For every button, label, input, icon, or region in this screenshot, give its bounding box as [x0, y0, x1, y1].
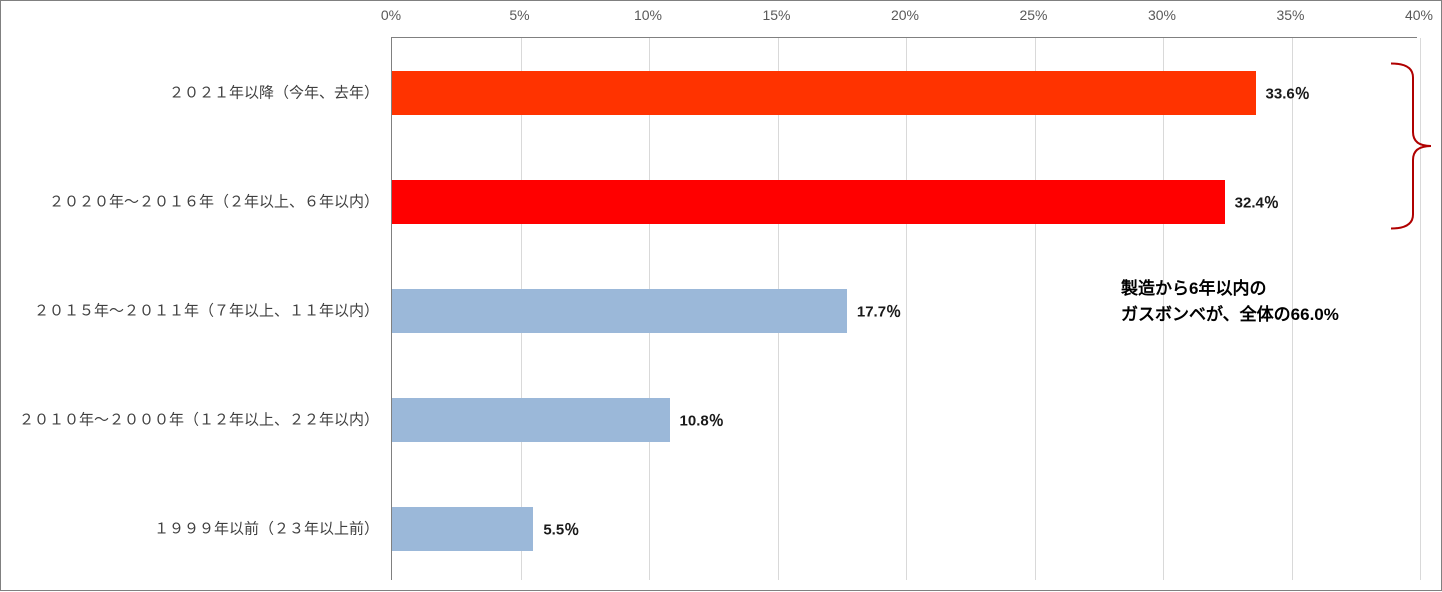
x-tick-label: 0%: [381, 7, 401, 23]
gridline: [906, 38, 907, 580]
chart-container: 0% 5% 10% 15% 20% 25% 30% 35% 40% ２０２１年以降（今年、去年）…: [0, 0, 1442, 591]
category-label: ２０２０年～２０１６年（２年以上、６年以内）: [49, 190, 379, 211]
bar: 32.4％: [392, 180, 1225, 224]
category-label: ２０１５年～２０１１年（７年以上、１１年以内）: [34, 299, 379, 320]
bar-value-label: 32.4％: [1235, 191, 1279, 212]
y-axis-labels: ２０２１年以降（今年、去年） ２０２０年～２０１６年（２年以上、６年以内） ２０１５…: [1, 37, 379, 580]
annotation-line-1: 製造から6年以内の: [1121, 276, 1339, 302]
x-tick-label: 25%: [1019, 7, 1047, 23]
gridline: [1420, 38, 1421, 580]
bar: 10.8％: [392, 398, 670, 442]
category-label: ２０２１年以降（今年、去年）: [169, 81, 379, 102]
gridline: [1035, 38, 1036, 580]
x-tick-label: 40%: [1405, 7, 1433, 23]
x-axis: 0%5%10%15%20%25%30%35%40%: [391, 7, 1417, 37]
x-tick-label: 15%: [762, 7, 790, 23]
x-tick-label: 30%: [1148, 7, 1176, 23]
bar-value-label: 5.5％: [543, 518, 579, 539]
x-tick-label: 20%: [891, 7, 919, 23]
bar-value-label: 33.6％: [1266, 82, 1310, 103]
annotation-line-2: ガスボンベが、全体の66.0%: [1121, 302, 1339, 328]
bar-value-label: 10.8％: [680, 409, 724, 430]
annotation-text: 製造から6年以内の ガスボンベが、全体の66.0%: [1121, 276, 1339, 327]
bar: 33.6％: [392, 71, 1256, 115]
x-tick-label: 10%: [634, 7, 662, 23]
bar: 5.5％: [392, 507, 533, 551]
bar-value-label: 17.7％: [857, 300, 901, 321]
x-tick-label: 5%: [509, 7, 529, 23]
x-tick-label: 35%: [1276, 7, 1304, 23]
category-label: １９９９年以前（２３年以上前）: [154, 517, 379, 538]
category-label: ２０１０年～２０００年（１２年以上、２２年以内）: [19, 408, 379, 429]
bar: 17.7％: [392, 289, 847, 333]
